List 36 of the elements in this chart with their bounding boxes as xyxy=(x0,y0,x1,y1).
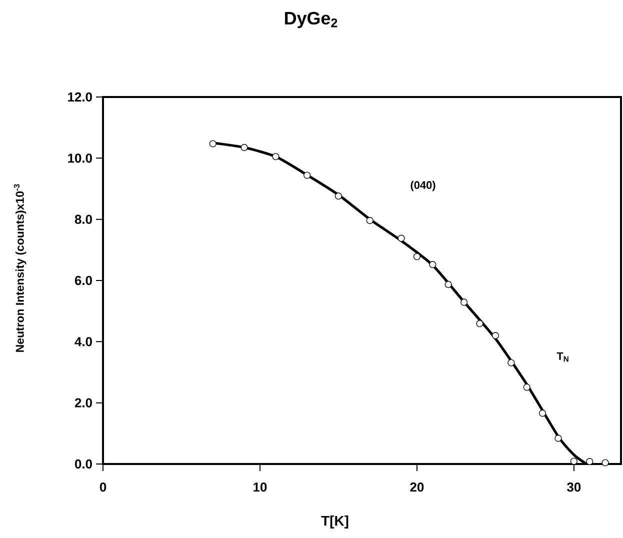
point xyxy=(602,459,609,466)
x-tick-label: 20 xyxy=(410,482,424,492)
point xyxy=(413,253,420,260)
point xyxy=(398,234,405,242)
x-axis-title: T[K] xyxy=(321,515,348,528)
point xyxy=(334,192,342,200)
y-axis-title: Neutron Intensity (counts)x10$^{-3}$ xyxy=(14,184,26,352)
point xyxy=(240,144,248,151)
point xyxy=(444,280,452,288)
point xyxy=(492,332,499,340)
point xyxy=(209,140,216,148)
point xyxy=(554,434,562,442)
x-tick-label: 30 xyxy=(567,482,581,492)
y-tick-label: 8.0 xyxy=(74,214,92,224)
point xyxy=(508,359,515,366)
point xyxy=(476,320,484,328)
y-tick-label: 6.0 xyxy=(74,276,92,286)
point xyxy=(272,153,280,160)
chart-title: DyGe$_{2}$ xyxy=(285,12,338,28)
point xyxy=(538,410,546,417)
y-tick-label: 2.0 xyxy=(74,398,92,408)
y-tick-label: 4.0 xyxy=(74,337,92,346)
point xyxy=(304,172,311,179)
x-tick-label: 10 xyxy=(254,482,267,492)
point xyxy=(366,217,374,224)
annotation: (040) xyxy=(410,180,436,192)
annotation: T$_{N}$ xyxy=(556,352,568,362)
point xyxy=(523,384,530,391)
y-tick-label: 12.0 xyxy=(68,92,92,102)
x-tick-label: 0 xyxy=(100,482,106,492)
point xyxy=(429,261,436,268)
point xyxy=(570,458,578,465)
point xyxy=(586,458,594,466)
y-tick-label: 0.0 xyxy=(75,459,92,469)
y-tick-label: 10.0 xyxy=(68,154,92,163)
point xyxy=(460,298,468,306)
